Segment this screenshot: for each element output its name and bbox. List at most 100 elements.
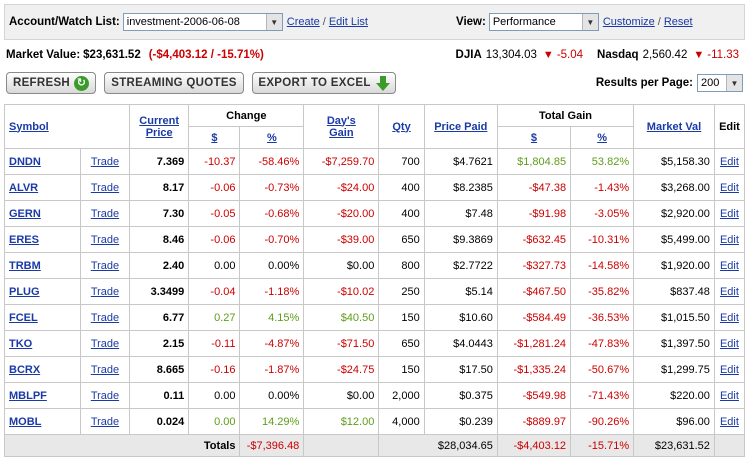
edit-link[interactable]: Edit [719,337,739,350]
cell-change-pct: -1.18% [239,278,305,305]
refresh-button[interactable]: REFRESH ↻ [6,72,96,94]
cell-symbol-link: TRBM [4,252,81,279]
trade-link[interactable]: Trade [90,363,120,376]
chevron-down-icon[interactable]: ▼ [726,75,742,91]
edit-link[interactable]: Edit [719,181,739,194]
export-excel-label: EXPORT TO EXCEL [258,77,371,89]
column-header-price-paid[interactable]: Price Paid [423,104,498,149]
symbol-link[interactable]: FCEL [9,311,38,324]
totals-total-gain-pct: -15.71% [570,434,635,457]
cell-days-gain: -$10.02 [303,278,380,305]
edit-list-link[interactable]: Edit List [328,16,368,28]
trade-link[interactable]: Trade [90,181,120,194]
streaming-quotes-label: STREAMING QUOTES [111,77,237,89]
cell-price-paid: $7.48 [423,200,498,227]
total-gain-dollar: -$91.98 [528,207,567,220]
edit-link[interactable]: Edit [719,285,739,298]
trade-link[interactable]: Trade [90,415,120,428]
symbol-link[interactable]: MBLPF [9,389,47,402]
column-header-current-price[interactable]: Current Price [129,104,190,149]
trade-link[interactable]: Trade [90,233,120,246]
total-gain-dollar: -$584.49 [522,311,567,324]
trade-link[interactable]: Trade [90,155,120,168]
column-header-market-val[interactable]: Market Val [633,104,715,149]
create-link[interactable]: Create [286,16,320,28]
edit-link[interactable]: Edit [719,389,739,402]
cell-change-dollar: -0.11 [188,330,241,357]
cell-price-paid: $2.7722 [423,252,498,279]
current-price: 8.17 [162,181,185,194]
symbol-link[interactable]: TKO [9,337,33,350]
trade-link[interactable]: Trade [90,311,120,324]
edit-link[interactable]: Edit [719,415,739,428]
trade-link[interactable]: Trade [90,259,120,272]
chevron-down-icon[interactable]: ▼ [265,14,282,30]
cell-total-gain-pct: -10.31% [570,226,635,253]
cell-price-paid: $9.3869 [423,226,498,253]
market-value: $23,631.52 [83,49,141,61]
total-gain-dollar: -$1,335.24 [513,363,567,376]
cell-current-price: 8.46 [129,226,190,253]
column-header-symbol[interactable]: Symbol [3,104,131,149]
chevron-down-icon[interactable]: ▼ [581,14,598,30]
edit-link[interactable]: Edit [719,259,739,272]
cell-qty: 150 [378,356,425,383]
symbol-link[interactable]: MOBL [9,415,42,428]
trade-link[interactable]: Trade [90,389,120,402]
column-header-total-gain-pct[interactable]: % [570,126,635,149]
view-select[interactable]: Performance ▼ [488,13,599,31]
price-paid: $0.375 [459,389,493,402]
column-header-days-gain[interactable]: Day's Gain [303,104,380,149]
edit-link[interactable]: Edit [719,311,739,324]
days-gain: -$39.00 [337,233,375,246]
cell-change-pct: 0.00% [239,252,305,279]
symbol-link[interactable]: ERES [9,233,39,246]
edit-link[interactable]: Edit [719,155,739,168]
cell-trade-link: Trade [79,304,131,331]
symbol-link[interactable]: GERN [9,207,41,220]
streaming-quotes-button[interactable]: STREAMING QUOTES [104,72,244,94]
cell-trade-link: Trade [79,174,131,201]
account-select[interactable]: investment-2006-06-08 ▼ [122,13,283,31]
edit-link[interactable]: Edit [719,363,739,376]
total-gain-pct: -14.58% [588,259,630,272]
price-paid: $4.7621 [453,155,493,168]
symbol-link[interactable]: PLUG [9,285,40,298]
cell-market-val: $5,158.30 [633,148,715,175]
column-header-change-dollar[interactable]: $ [188,126,241,149]
results-per-page-label: Results per Page: [595,77,693,89]
symbol-link[interactable]: BCRX [9,363,41,376]
market-val: $1,015.50 [660,311,710,324]
export-excel-button[interactable]: EXPORT TO EXCEL [252,72,396,94]
change-pct: -1.87% [264,363,300,376]
current-price: 6.77 [162,311,185,324]
reset-link[interactable]: Reset [663,16,693,28]
column-header-total-gain-dollar[interactable]: $ [496,126,572,149]
cell-change-dollar: -10.37 [188,148,241,175]
column-header-change-pct[interactable]: % [239,126,305,149]
symbol-link[interactable]: TRBM [9,259,41,272]
trade-link[interactable]: Trade [90,285,120,298]
qty: 150 [401,363,420,376]
change-dollar: 0.00 [214,389,236,402]
total-gain-pct: -3.05% [594,207,630,220]
qty: 700 [401,155,420,168]
trade-link[interactable]: Trade [90,337,120,350]
results-per-page-select[interactable]: 200 ▼ [697,74,743,92]
change-dollar: 0.27 [214,311,236,324]
symbol-link[interactable]: DNDN [9,155,41,168]
cell-change-dollar: -0.05 [188,200,241,227]
nasdaq-change: -11.33 [707,49,739,61]
cell-days-gain: $0.00 [303,252,380,279]
symbol-link[interactable]: ALVR [9,181,39,194]
cell-market-val: $96.00 [633,408,715,435]
customize-link[interactable]: Customize [602,16,655,28]
cell-trade-link: Trade [79,148,131,175]
trade-link[interactable]: Trade [90,207,120,220]
edit-link[interactable]: Edit [719,233,739,246]
change-dollar: -10.37 [204,155,236,168]
total-gain-pct: -90.26% [588,415,630,428]
market-summary: Market Value: $23,631.52 (-$4,403.12 / -… [4,44,745,66]
column-header-qty[interactable]: Qty [378,104,425,149]
edit-link[interactable]: Edit [719,207,739,220]
